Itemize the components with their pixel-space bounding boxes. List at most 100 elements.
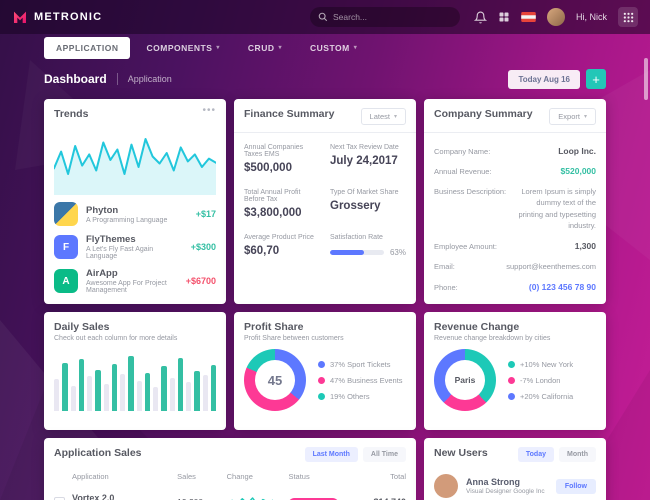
tab-components[interactable]: COMPONENTS ▾ — [134, 37, 231, 59]
field-value: $500,000 — [244, 162, 292, 174]
donut-center-value: 45 — [267, 372, 283, 388]
tab-components-label: COMPONENTS — [146, 42, 213, 53]
field-value: Grossery — [330, 200, 381, 212]
table-header: Application Sales Change Status Total — [54, 467, 406, 487]
tab-custom[interactable]: CUSTOM ▾ — [298, 37, 369, 59]
field-label: Type Of Market Share — [330, 189, 399, 196]
bell-icon[interactable] — [474, 11, 487, 24]
item-desc: A Programming Language — [86, 216, 168, 224]
legend-item: -7% London — [508, 376, 573, 385]
daily-sales-chart — [54, 347, 216, 411]
company-summary-card: Company Summary Export ▾ Company Name: L… — [424, 99, 606, 304]
flythemes-icon: F — [54, 235, 78, 259]
list-item-flythemes[interactable]: F FlyThemes A Let's Fly Fast Again Langu… — [54, 230, 216, 264]
trends-card: Trends ••• Phyton A Programming Language… — [44, 99, 226, 304]
legend-dot — [318, 392, 325, 400]
filter-month-button[interactable]: Month — [559, 447, 596, 462]
latest-filter-button[interactable]: Latest ▾ — [360, 108, 406, 125]
cell-sales: 19,200 — [177, 497, 226, 500]
search-bar[interactable] — [310, 7, 460, 27]
tab-crud[interactable]: CRUD ▾ — [236, 37, 294, 59]
main-nav: APPLICATION COMPONENTS ▾ CRUD ▾ CUSTOM ▾ — [0, 34, 650, 61]
breadcrumb-section[interactable]: Application — [127, 74, 172, 84]
more-menu-icon[interactable]: ••• — [202, 105, 216, 116]
grid-icon[interactable] — [498, 11, 510, 23]
item-name: Phyton — [86, 204, 119, 216]
list-item-phyton[interactable]: Phyton A Programming Language +$17 — [54, 198, 216, 230]
row-value[interactable]: (0) 123 456 78 90 — [528, 282, 596, 293]
progress-fill — [330, 250, 364, 255]
company-row: Email: support@keenthemes.com — [434, 256, 596, 277]
legend-dot — [508, 376, 515, 384]
tab-application[interactable]: APPLICATION — [44, 36, 131, 59]
filter-today-button[interactable]: Today — [517, 447, 554, 462]
language-flag-icon[interactable] — [521, 12, 536, 22]
legend-label: 47% Business Events — [330, 375, 403, 385]
company-title: Company Summary — [434, 108, 533, 120]
user-greeting[interactable]: Hi, Nick — [576, 12, 607, 22]
filter-all-time-button[interactable]: All Time — [362, 447, 406, 462]
row-label: Business Description: — [434, 187, 507, 196]
field-value: $3,800,000 — [244, 207, 302, 219]
revenue-change-legend: +10% New York -7% London +20% California — [508, 360, 573, 401]
finance-title: Finance Summary — [244, 108, 335, 120]
scrollbar-thumb[interactable] — [644, 58, 648, 100]
daily-sales-card: Daily Sales Check out each column for mo… — [44, 312, 226, 430]
finance-summary-card: Finance Summary Latest ▾ Annual Companie… — [234, 99, 416, 304]
search-icon — [318, 12, 328, 22]
tab-crud-label: CRUD — [247, 42, 275, 53]
item-desc: Awesome App For Project Management — [86, 280, 167, 294]
item-desc: A Let's Fly Fast Again Language — [86, 246, 154, 260]
list-item-user[interactable]: Anna Strong Visual Designer Google Inc F… — [434, 467, 596, 500]
field-label: Total Annual Profit Before Tax — [244, 189, 301, 203]
trends-chart — [54, 138, 216, 195]
new-users-card: New Users Today Month Anna Strong Visual… — [424, 438, 606, 500]
user-avatar[interactable] — [547, 8, 565, 26]
metronic-logo-icon — [12, 10, 28, 24]
subheader: Dashboard Application Today Aug 16 + — [0, 61, 650, 99]
tab-custom-label: CUSTOM — [310, 42, 350, 53]
chevron-down-icon: ▾ — [393, 114, 397, 120]
row-value: $520,000 — [560, 166, 596, 176]
legend-label: 19% Others — [330, 391, 370, 401]
legend-dot — [508, 360, 515, 368]
brand-name: METRONIC — [34, 11, 103, 23]
profit-share-donut: 45 — [244, 349, 306, 411]
list-item-airapp[interactable]: A AirApp Awesome App For Project Managem… — [54, 264, 216, 298]
legend-label: 37% Sport Tickets — [330, 359, 391, 369]
item-value: +$300 — [190, 242, 216, 252]
revenue-change-title: Revenue Change — [434, 321, 520, 333]
search-input[interactable] — [333, 12, 452, 22]
application-sales-card: Application Sales Last Month All Time Ap… — [44, 438, 416, 500]
company-row: Phone: (0) 123 456 78 90 — [434, 277, 596, 297]
donut-center-value: Paris — [454, 375, 476, 385]
company-row: Business Description: Lorem Ipsum is sim… — [434, 181, 596, 236]
apps-menu-button[interactable] — [618, 7, 638, 27]
chevron-down-icon: ▾ — [583, 114, 587, 120]
table-row[interactable]: Vortex 2.0 Vertex To By Again 19,200 In … — [54, 487, 406, 500]
profit-share-card: Profit Share Profit Share between custom… — [234, 312, 416, 430]
brand[interactable]: METRONIC — [12, 10, 102, 24]
company-row: Annual Revenue: $520,000 — [434, 161, 596, 181]
field-label: Satisfaction Rate — [330, 234, 383, 241]
col-change: Change — [226, 472, 253, 481]
airapp-icon: A — [54, 269, 78, 293]
row-value[interactable]: support@keenthemes.com — [506, 262, 596, 271]
application-sales-title: Application Sales — [54, 447, 142, 459]
legend-item: +10% New York — [508, 360, 573, 369]
field-value: July 24,2017 — [330, 155, 398, 167]
row-checkbox[interactable] — [54, 496, 65, 500]
add-button[interactable]: + — [586, 69, 606, 89]
profit-share-legend: 37% Sport Tickets 47% Business Events 19… — [318, 360, 403, 401]
row-value: Loop Inc. — [558, 146, 596, 156]
app-name: Vortex 2.0 — [72, 493, 115, 500]
follow-button[interactable]: Follow — [555, 478, 596, 494]
filter-last-month-button[interactable]: Last Month — [304, 447, 358, 462]
daily-sales-title: Daily Sales — [54, 321, 110, 333]
legend-dot — [318, 376, 325, 384]
company-row: Employee Amount: 1,300 — [434, 236, 596, 256]
satisfaction-rate: Satisfaction Rate 63% — [330, 234, 406, 257]
export-button[interactable]: Export ▾ — [549, 108, 596, 125]
date-range-button[interactable]: Today Aug 16 — [508, 69, 580, 89]
cell-total: $14,740 — [350, 497, 406, 500]
